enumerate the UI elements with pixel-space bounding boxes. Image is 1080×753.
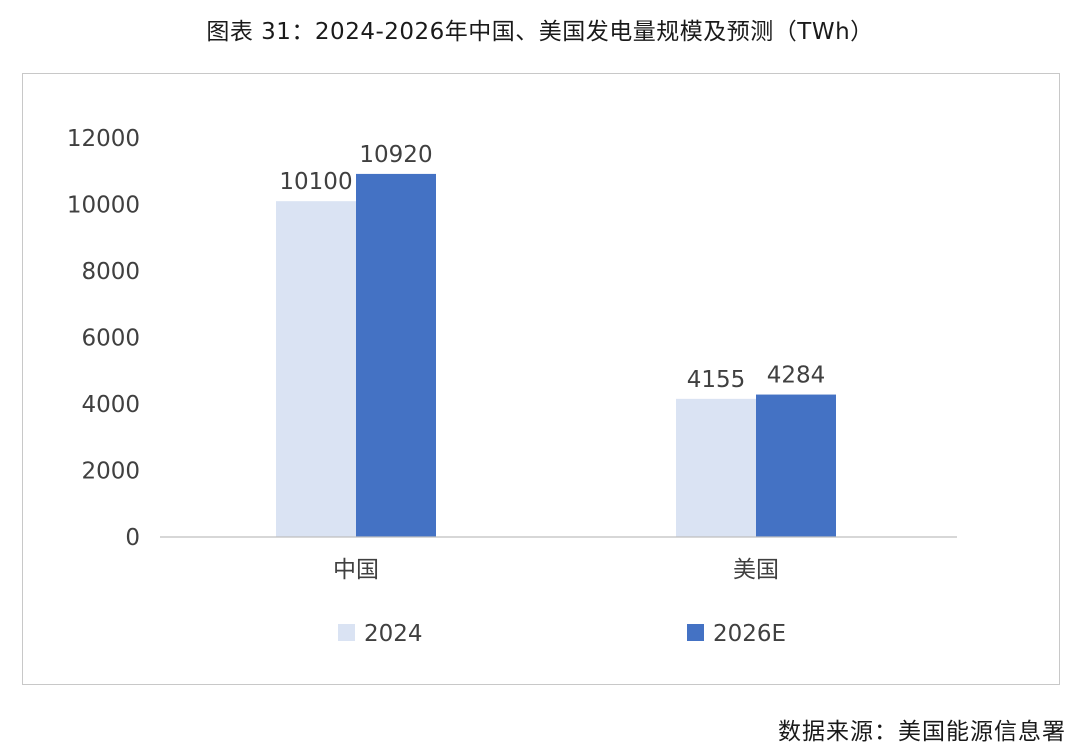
bar-2024-中国 [276, 201, 356, 537]
x-category-label: 中国 [333, 557, 379, 583]
y-tick-label: 12000 [67, 126, 140, 152]
source-note: 数据来源：美国能源信息署 [778, 712, 1066, 746]
legend-label: 2024 [364, 621, 423, 647]
bar-2026E-美国 [756, 395, 836, 537]
legend-label: 2026E [713, 621, 786, 647]
x-category-label: 美国 [733, 557, 779, 583]
data-label: 4284 [767, 363, 826, 389]
bar-2024-美国 [676, 399, 756, 537]
y-tick-label: 10000 [67, 193, 140, 219]
data-label: 4155 [687, 367, 746, 393]
bar-2026E-中国 [356, 174, 436, 537]
legend-swatch-2026E [687, 624, 704, 641]
y-tick-label: 2000 [81, 459, 140, 485]
y-tick-label: 8000 [81, 259, 140, 285]
y-tick-label: 6000 [81, 326, 140, 352]
data-label: 10100 [279, 169, 352, 195]
y-tick-label: 4000 [81, 392, 140, 418]
y-tick-label: 0 [125, 525, 140, 551]
legend-swatch-2024 [338, 624, 355, 641]
data-label: 10920 [359, 142, 432, 168]
